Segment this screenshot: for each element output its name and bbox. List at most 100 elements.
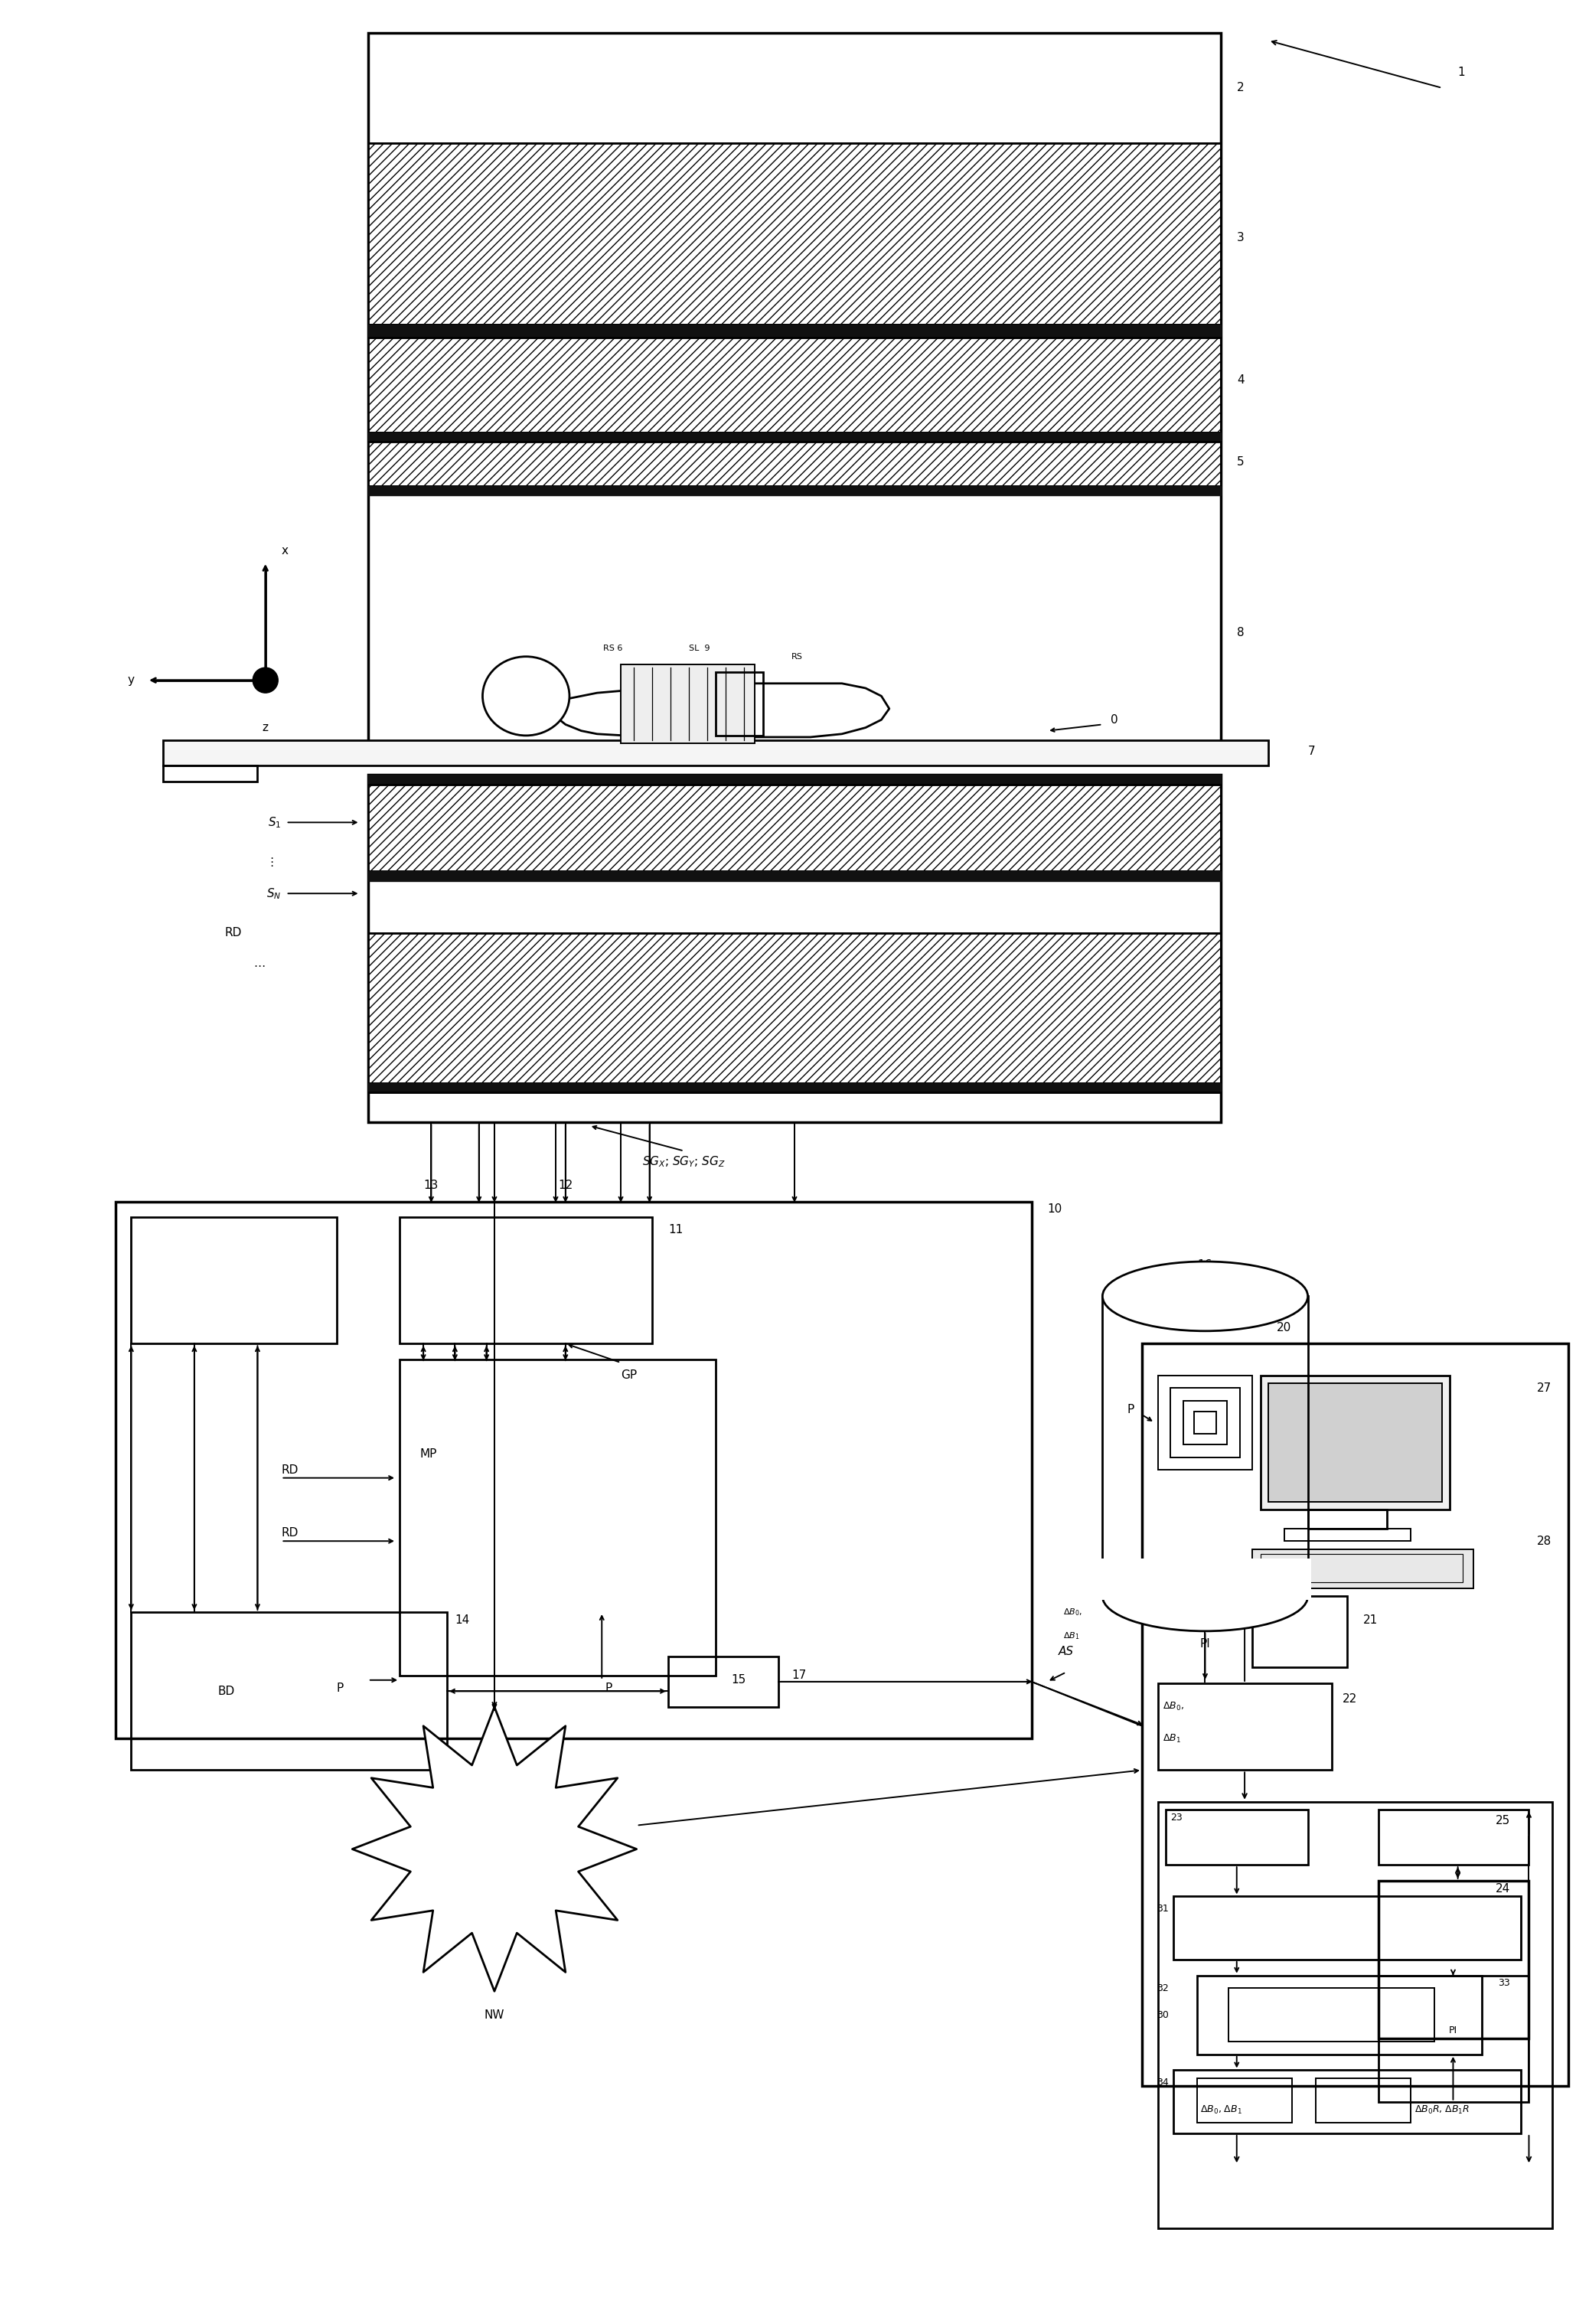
Bar — [1379, 1975, 1529, 2101]
Text: 33: 33 — [1498, 1978, 1510, 1989]
Text: SL  9: SL 9 — [690, 644, 710, 653]
Bar — [369, 486, 1220, 495]
Bar — [1308, 1511, 1387, 1529]
Bar — [715, 672, 763, 734]
Text: 7: 7 — [1308, 746, 1316, 758]
Bar — [400, 1218, 653, 1343]
Text: 28: 28 — [1537, 1536, 1551, 1548]
Text: PI: PI — [1449, 2027, 1457, 2036]
Bar — [667, 1657, 779, 1706]
Bar — [1316, 2078, 1411, 2122]
Bar — [132, 1613, 447, 1771]
Text: y: y — [127, 674, 135, 686]
Text: 22: 22 — [1343, 1694, 1357, 1706]
Text: 31: 31 — [1157, 1903, 1170, 1915]
Bar — [369, 442, 1220, 486]
Text: RD: RD — [281, 1464, 299, 1476]
Text: BD: BD — [218, 1685, 235, 1697]
Bar — [369, 932, 1220, 1083]
Ellipse shape — [1103, 1262, 1308, 1332]
Text: $\Delta B_1$: $\Delta B_1$ — [1163, 1734, 1181, 1745]
Bar — [369, 774, 1220, 1122]
Text: P: P — [337, 1683, 343, 1694]
Text: $\Delta B_1$: $\Delta B_1$ — [1063, 1631, 1079, 1641]
Text: $SG_X$; $SG_Y$; $SG_Z$: $SG_X$; $SG_Y$; $SG_Z$ — [642, 1155, 726, 1169]
Text: 4: 4 — [1236, 374, 1244, 386]
Text: 14: 14 — [454, 1615, 470, 1627]
Text: 34: 34 — [1157, 2078, 1170, 2087]
Text: x: x — [281, 546, 288, 555]
Bar — [369, 786, 1220, 871]
Text: 3: 3 — [1236, 232, 1244, 244]
Text: $\Delta B_0$,: $\Delta B_0$, — [1063, 1606, 1082, 1618]
Text: 20: 20 — [1276, 1322, 1292, 1334]
Bar — [369, 325, 1220, 337]
Text: $S_1$: $S_1$ — [269, 816, 281, 830]
Bar — [1379, 1810, 1529, 1864]
Bar — [1260, 1376, 1449, 1511]
Text: 30: 30 — [1157, 2010, 1170, 2020]
Text: $\Delta B_0$, $\Delta B_1$: $\Delta B_0$, $\Delta B_1$ — [1200, 2103, 1243, 2115]
Text: 32: 32 — [1157, 1982, 1170, 1994]
Text: 16: 16 — [1198, 1260, 1212, 1271]
Bar — [369, 932, 1220, 1083]
Bar — [1260, 1555, 1462, 1583]
Text: 27: 27 — [1537, 1383, 1551, 1394]
Text: $S_N$: $S_N$ — [267, 885, 281, 902]
Bar — [369, 1092, 1220, 1122]
Text: RD: RD — [281, 1527, 299, 1538]
Bar — [1174, 1896, 1521, 1959]
Text: 15: 15 — [731, 1673, 747, 1685]
Text: 11: 11 — [667, 1225, 683, 1236]
Text: PI: PI — [1200, 1638, 1211, 1650]
Bar — [1158, 1801, 1552, 2229]
Text: z: z — [262, 723, 269, 734]
Bar — [369, 33, 1220, 760]
Bar — [1252, 1550, 1473, 1590]
Bar — [1184, 1401, 1227, 1446]
Text: AS: AS — [1058, 1645, 1074, 1657]
Text: P: P — [1127, 1404, 1135, 1415]
Text: 10: 10 — [1047, 1204, 1061, 1215]
Bar — [1252, 1597, 1347, 1666]
Text: $\vdots$: $\vdots$ — [265, 855, 273, 869]
Bar — [1197, 1975, 1481, 2054]
Bar — [369, 432, 1220, 442]
Bar — [369, 144, 1220, 325]
Bar — [1197, 2078, 1292, 2122]
Text: 5: 5 — [1236, 456, 1244, 467]
Text: 8: 8 — [1236, 627, 1244, 639]
Text: MP: MP — [419, 1448, 437, 1459]
Text: RS: RS — [791, 653, 802, 660]
Bar — [132, 1218, 337, 1343]
Text: 0: 0 — [1111, 713, 1117, 725]
Bar — [1284, 1529, 1411, 1541]
Text: 13: 13 — [424, 1181, 439, 1192]
Bar — [369, 774, 1220, 786]
Bar — [621, 665, 755, 744]
Bar — [369, 144, 1220, 325]
Circle shape — [253, 667, 278, 693]
Bar — [369, 337, 1220, 432]
Text: $\Delta B_0R$, $\Delta B_1R$: $\Delta B_0R$, $\Delta B_1R$ — [1414, 2103, 1470, 2115]
Bar — [1158, 1683, 1332, 1771]
Bar — [1166, 1810, 1308, 1864]
Bar — [1228, 1987, 1435, 2043]
Bar — [369, 337, 1220, 432]
Text: 23: 23 — [1171, 1813, 1182, 1822]
Bar — [116, 1202, 1031, 1738]
Text: GP: GP — [621, 1369, 637, 1380]
Ellipse shape — [483, 658, 569, 734]
Bar — [1174, 2071, 1521, 2133]
Bar — [1268, 1383, 1443, 1501]
Bar — [400, 1360, 715, 1676]
Bar — [1171, 1387, 1239, 1457]
Bar — [369, 871, 1220, 881]
Bar — [1193, 1411, 1216, 1434]
Bar — [162, 741, 1268, 765]
Text: 2: 2 — [1236, 81, 1244, 93]
Text: 17: 17 — [791, 1669, 806, 1680]
Polygon shape — [353, 1706, 637, 1992]
Text: RS 6: RS 6 — [604, 644, 623, 653]
Bar — [369, 1083, 1220, 1092]
